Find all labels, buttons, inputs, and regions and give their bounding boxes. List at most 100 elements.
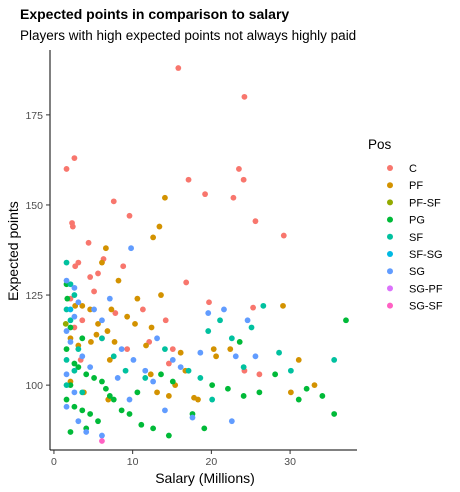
data-point-c bbox=[126, 212, 133, 219]
x-tick-label: 20 bbox=[206, 456, 218, 468]
data-point-pf bbox=[104, 328, 111, 334]
legend-key-pf bbox=[387, 182, 393, 189]
legend: Pos C PF PF-SF PG SF SF-SG SG SG-PF SG-SF bbox=[368, 137, 443, 313]
y-tick-label: 150 bbox=[25, 200, 43, 212]
data-point-pg bbox=[75, 364, 82, 371]
legend-key-pg bbox=[387, 216, 393, 223]
data-point-pg bbox=[64, 295, 71, 302]
data-point-sg-sf bbox=[99, 438, 105, 444]
data-point-pf bbox=[154, 389, 160, 396]
data-point-pg bbox=[63, 346, 70, 352]
data-point-c bbox=[87, 274, 94, 280]
data-point-sg bbox=[228, 418, 235, 425]
data-point-sg bbox=[83, 429, 90, 435]
data-point-pf bbox=[88, 338, 94, 345]
data-point-pf bbox=[148, 324, 155, 331]
data-point-pg bbox=[169, 378, 176, 385]
data-point-sf bbox=[71, 292, 78, 298]
data-point-pf bbox=[102, 245, 109, 252]
data-point-pg bbox=[79, 335, 86, 342]
data-point-pf bbox=[280, 302, 286, 309]
data-point-sf bbox=[331, 357, 338, 363]
data-point-pg bbox=[272, 371, 279, 378]
data-point-sf bbox=[205, 328, 212, 334]
data-point-pf bbox=[108, 306, 115, 313]
data-point-sg bbox=[75, 418, 82, 425]
data-point-pg bbox=[110, 396, 117, 403]
data-point-sg bbox=[67, 338, 74, 345]
data-point-sg bbox=[71, 284, 78, 291]
legend-label-sg-sf: SG-SF bbox=[409, 301, 443, 313]
data-point-sg bbox=[71, 389, 78, 396]
data-point-pf bbox=[165, 393, 172, 399]
data-point-sg bbox=[169, 357, 176, 363]
data-point-sf bbox=[209, 396, 216, 403]
data-point-sg bbox=[130, 357, 137, 363]
legend-key-sg-pf bbox=[387, 285, 393, 292]
data-point-sf-sg bbox=[67, 306, 74, 313]
data-point-sg bbox=[63, 328, 70, 334]
data-point-sf bbox=[185, 367, 192, 374]
data-point-pg bbox=[91, 375, 97, 381]
data-point-pg bbox=[99, 378, 105, 385]
data-point-sg bbox=[154, 335, 160, 342]
legend-label-pg: PG bbox=[409, 215, 425, 227]
data-point-sg bbox=[197, 349, 204, 356]
data-point-c bbox=[169, 346, 176, 352]
data-point-pf bbox=[106, 357, 113, 363]
data-point-c bbox=[202, 191, 208, 198]
legend-key-sg bbox=[387, 268, 393, 275]
data-point-sf bbox=[71, 367, 78, 374]
data-point-pg bbox=[150, 425, 157, 432]
data-point-pg bbox=[295, 396, 302, 403]
data-point-sg bbox=[91, 306, 97, 313]
data-point-pf bbox=[287, 389, 294, 396]
data-point-sf bbox=[67, 281, 74, 288]
data-point-pg bbox=[118, 407, 125, 414]
legend-key-sf bbox=[387, 233, 393, 240]
data-point-c bbox=[185, 176, 192, 183]
legend-key-c bbox=[387, 165, 393, 171]
data-point-pf bbox=[311, 382, 318, 389]
data-point-pg bbox=[201, 425, 208, 432]
data-point-sg bbox=[205, 310, 212, 316]
data-point-sg bbox=[75, 299, 82, 306]
data-point-pf bbox=[195, 396, 201, 403]
data-point-sg bbox=[118, 346, 125, 352]
legend-key-sg-sf bbox=[387, 302, 393, 309]
data-point-sg bbox=[252, 353, 259, 360]
data-point-c bbox=[183, 279, 190, 286]
data-point-c bbox=[110, 198, 117, 205]
data-point-sf bbox=[63, 357, 70, 363]
data-point-c bbox=[252, 218, 259, 225]
data-point-sf bbox=[63, 259, 70, 266]
data-point-c bbox=[139, 306, 146, 313]
y-axis-ticks: 100 125 150 175 bbox=[25, 110, 50, 392]
x-tick-label: 30 bbox=[284, 456, 296, 468]
legend-key-sf-sg bbox=[387, 251, 393, 257]
data-point-c bbox=[175, 65, 182, 71]
data-point-pf bbox=[111, 338, 118, 345]
data-point-sf bbox=[228, 335, 235, 342]
data-point-pg bbox=[343, 317, 349, 324]
data-point-pf bbox=[115, 277, 122, 284]
legend-label-pf: PF bbox=[409, 180, 423, 192]
y-tick-label: 125 bbox=[25, 290, 43, 302]
data-point-pg bbox=[134, 389, 141, 396]
data-point-sg bbox=[63, 371, 70, 378]
data-point-pf bbox=[227, 346, 234, 352]
data-point-c bbox=[95, 270, 101, 277]
data-point-pf bbox=[147, 371, 154, 378]
data-point-pf bbox=[134, 295, 141, 302]
y-axis-title: Expected points bbox=[5, 201, 21, 301]
data-point-c bbox=[206, 299, 212, 306]
legend-title: Pos bbox=[368, 137, 392, 152]
data-point-pg bbox=[303, 385, 310, 392]
data-point-sf bbox=[110, 353, 117, 360]
data-point-c bbox=[79, 317, 86, 324]
data-point-pg bbox=[71, 403, 78, 410]
data-point-pf bbox=[95, 320, 101, 327]
data-point-c bbox=[63, 166, 70, 172]
data-point-pg bbox=[63, 396, 70, 403]
